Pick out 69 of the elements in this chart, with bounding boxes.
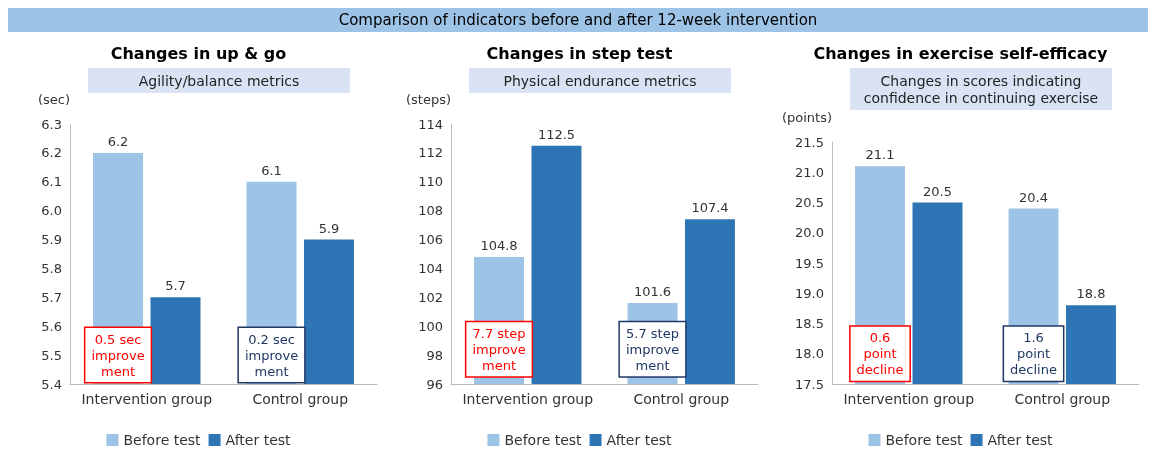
y-tick-label: 18.5 (795, 316, 824, 331)
x-tick-label: Control group (1014, 391, 1111, 407)
legend-label: Before test (504, 432, 583, 448)
y-tick-label: 6.3 (41, 116, 62, 132)
y-tick-label: 6.0 (41, 203, 62, 219)
y-tick-label: 19.5 (795, 255, 824, 271)
annotation: 0.6 point decline (856, 330, 904, 378)
chart-subtitle: Changes in scores indicating confidence in continuing exercise (863, 72, 1099, 106)
y-tick-label: 5.6 (41, 318, 62, 334)
y-tick-label: 114 (418, 116, 443, 132)
text: Comparison of indicators before and after 12-week intervention (8, 8, 1148, 32)
x-tick-label: Intervention group (462, 391, 594, 407)
y-tick-label: 20.5 (795, 195, 824, 210)
data-label: 5.9 (318, 220, 340, 236)
annotation: 1.6 point decline (1010, 330, 1057, 378)
legend-label: After test (606, 432, 673, 448)
data-label: 18.8 (1076, 286, 1106, 302)
y-tick-label: 5.7 (41, 289, 62, 305)
data-label: 20.4 (1019, 189, 1048, 205)
annotation: 0.5 sec improve ment (91, 331, 145, 379)
y-tick-label: 106 (418, 232, 443, 248)
x-tick-label: Control group (252, 391, 349, 407)
y-tick-label: 96 (426, 376, 443, 392)
data-label: 5.7 (165, 278, 186, 294)
y-tick-label: 112 (418, 145, 443, 161)
annotation: 0.2 sec improve ment (244, 331, 299, 379)
y-tick-label: 6.2 (41, 145, 62, 161)
y-tick-label: 5.5 (41, 347, 62, 363)
chart-title: Changes in up & go (110, 43, 287, 63)
y-tick-label: 102 (418, 289, 443, 305)
data-label: 107.4 (691, 200, 729, 216)
data-label: 104.8 (480, 237, 518, 253)
annotation: 7.7 step improve ment (472, 325, 526, 373)
y-tick-label: 21.0 (795, 164, 824, 180)
chart-subtitle: Agility/balance metrics (138, 72, 300, 89)
x-tick-label: Intervention group (81, 391, 213, 407)
y-tick-label: 5.8 (41, 260, 62, 276)
legend-label: After test (225, 432, 292, 448)
data-label: 6.2 (107, 133, 129, 149)
chart-subtitle: Physical endurance metrics (503, 72, 697, 89)
y-tick-label: 20.0 (795, 225, 824, 241)
y-axis-title: (points) (781, 110, 832, 125)
y-tick-label: 110 (418, 174, 443, 190)
data-label: 20.5 (923, 183, 952, 199)
y-axis-title: (steps) (405, 92, 451, 107)
x-tick-label: Control group (633, 391, 730, 407)
y-tick-label: 17.5 (795, 376, 824, 392)
legend-label: After test (987, 432, 1054, 448)
y-tick-label: 21.5 (795, 134, 824, 150)
annotation: 5.7 step improve ment (625, 325, 680, 373)
y-tick-label: 104 (418, 260, 443, 276)
legend-label: Before test (885, 432, 964, 448)
chart-title: Changes in exercise self-efficacy (813, 43, 1109, 63)
y-tick-label: 6.1 (41, 174, 62, 190)
x-tick-label: Intervention group (843, 391, 975, 407)
data-label: 21.1 (865, 147, 895, 163)
y-tick-label: 98 (426, 347, 443, 363)
data-label: 6.1 (261, 162, 282, 178)
y-tick-label: 18.0 (795, 346, 824, 362)
data-label: 112.5 (537, 126, 576, 142)
chart-title: Changes in step test (486, 43, 673, 63)
y-axis-title: (sec) (37, 92, 70, 107)
y-tick-label: 5.9 (41, 232, 62, 248)
y-tick-label: 100 (418, 318, 443, 334)
data-label: 101.6 (633, 284, 672, 300)
y-tick-label: 108 (418, 203, 443, 219)
y-tick-label: 5.4 (41, 376, 62, 392)
y-tick-label: 19.0 (795, 285, 824, 301)
legend-label: Before test (123, 432, 202, 448)
